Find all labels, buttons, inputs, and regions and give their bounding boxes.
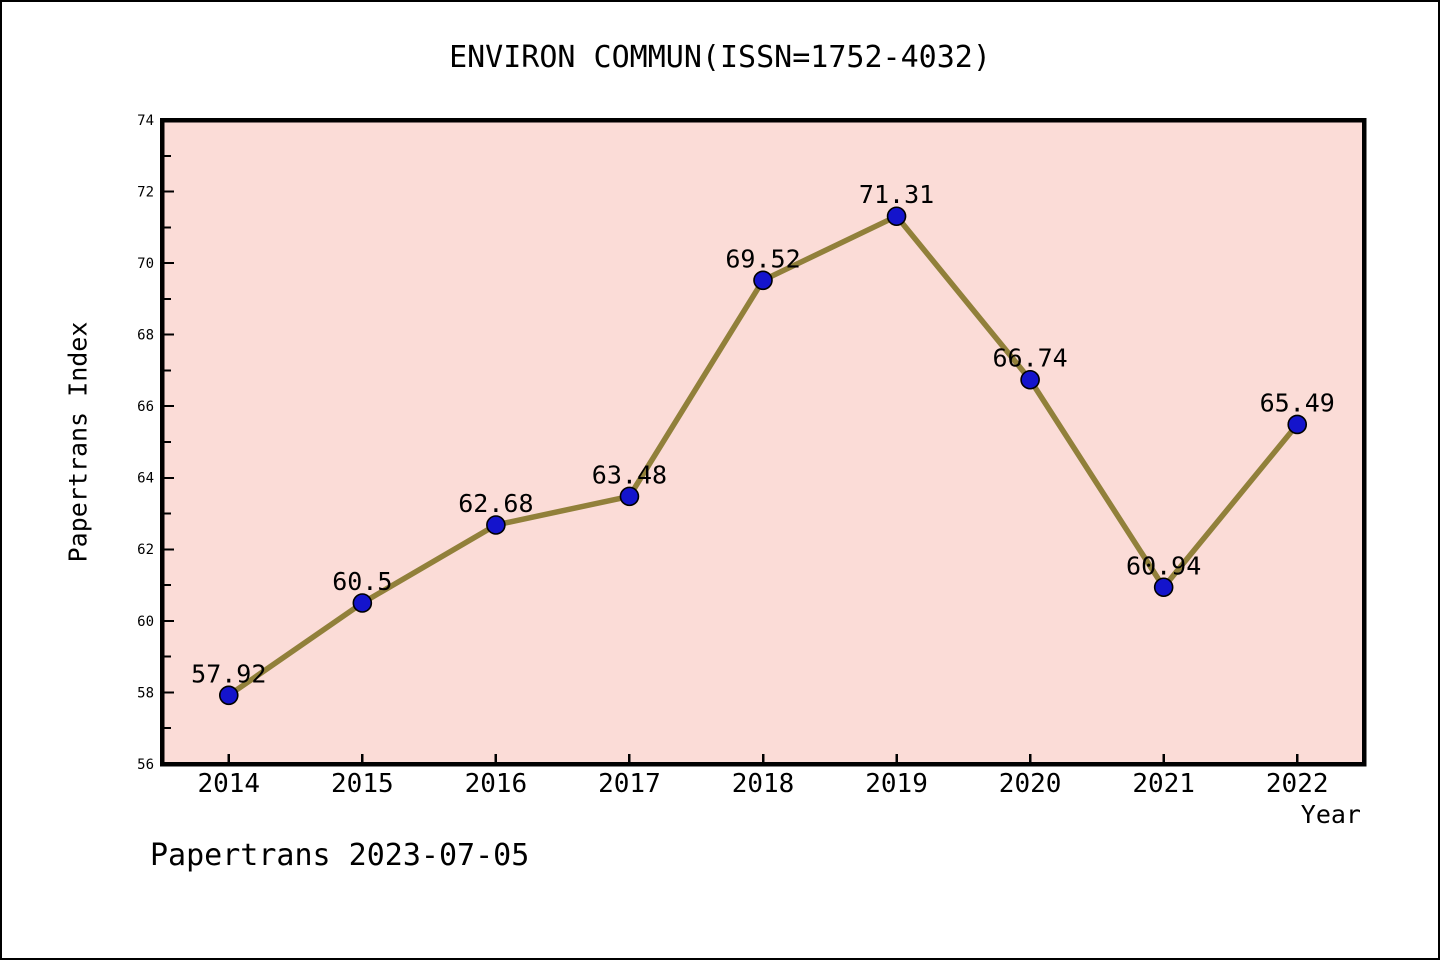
plot-background (162, 120, 1364, 764)
data-point-label-2022: 65.49 (1260, 388, 1335, 417)
data-point-label-2014: 57.92 (191, 659, 266, 688)
data-point-2017 (619, 486, 640, 507)
data-point-label-2017: 63.48 (592, 460, 667, 489)
x-axis-title: Year (1300, 800, 1361, 829)
data-point-label-2020: 66.74 (992, 344, 1067, 373)
y-tick-label: 56 (137, 757, 154, 773)
plot-border (159, 117, 1367, 767)
data-point-2019 (886, 206, 907, 227)
data-point-2021 (1153, 577, 1174, 598)
y-tick-label: 66 (137, 399, 154, 415)
y-tick-label: 68 (137, 328, 154, 344)
data-point-label-2021: 60.94 (1126, 551, 1201, 580)
x-tick-label: 2015 (331, 769, 394, 799)
data-point-2015 (352, 593, 373, 613)
x-tick-label: 2022 (1266, 769, 1329, 799)
data-point-2022 (1287, 414, 1308, 435)
y-tick-label: 62 (137, 542, 154, 558)
data-point-2014 (218, 685, 239, 706)
data-point-2018 (753, 270, 773, 291)
y-tick-label: 64 (137, 471, 154, 487)
x-tick-label: 2019 (865, 769, 928, 799)
x-tick-label: 2014 (197, 769, 260, 799)
data-point-2016 (486, 515, 506, 535)
y-tick-label: 70 (137, 256, 154, 272)
x-tick-label: 2018 (732, 769, 795, 799)
x-tick-label: 2021 (1132, 769, 1195, 799)
y-tick-label: 60 (137, 614, 154, 630)
data-point-label-2018: 69.52 (725, 244, 800, 273)
x-tick-label: 2017 (598, 769, 661, 799)
x-tick-label: 2020 (999, 769, 1062, 799)
y-tick-label: 74 (137, 113, 154, 129)
data-point-label-2015: 60.5 (332, 567, 392, 596)
data-point-2020 (1020, 369, 1040, 390)
x-tick-label: 2016 (465, 769, 528, 799)
chart-title: ENVIRON COMMUN(ISSN=1752-4032) (449, 40, 991, 75)
y-tick-label: 58 (137, 685, 154, 701)
data-point-label-2016: 62.68 (458, 489, 533, 518)
y-tick-label: 72 (137, 184, 154, 200)
data-point-label-2019: 71.31 (859, 180, 934, 209)
footer-watermark: Papertrans 2023-07-05 (150, 838, 530, 873)
